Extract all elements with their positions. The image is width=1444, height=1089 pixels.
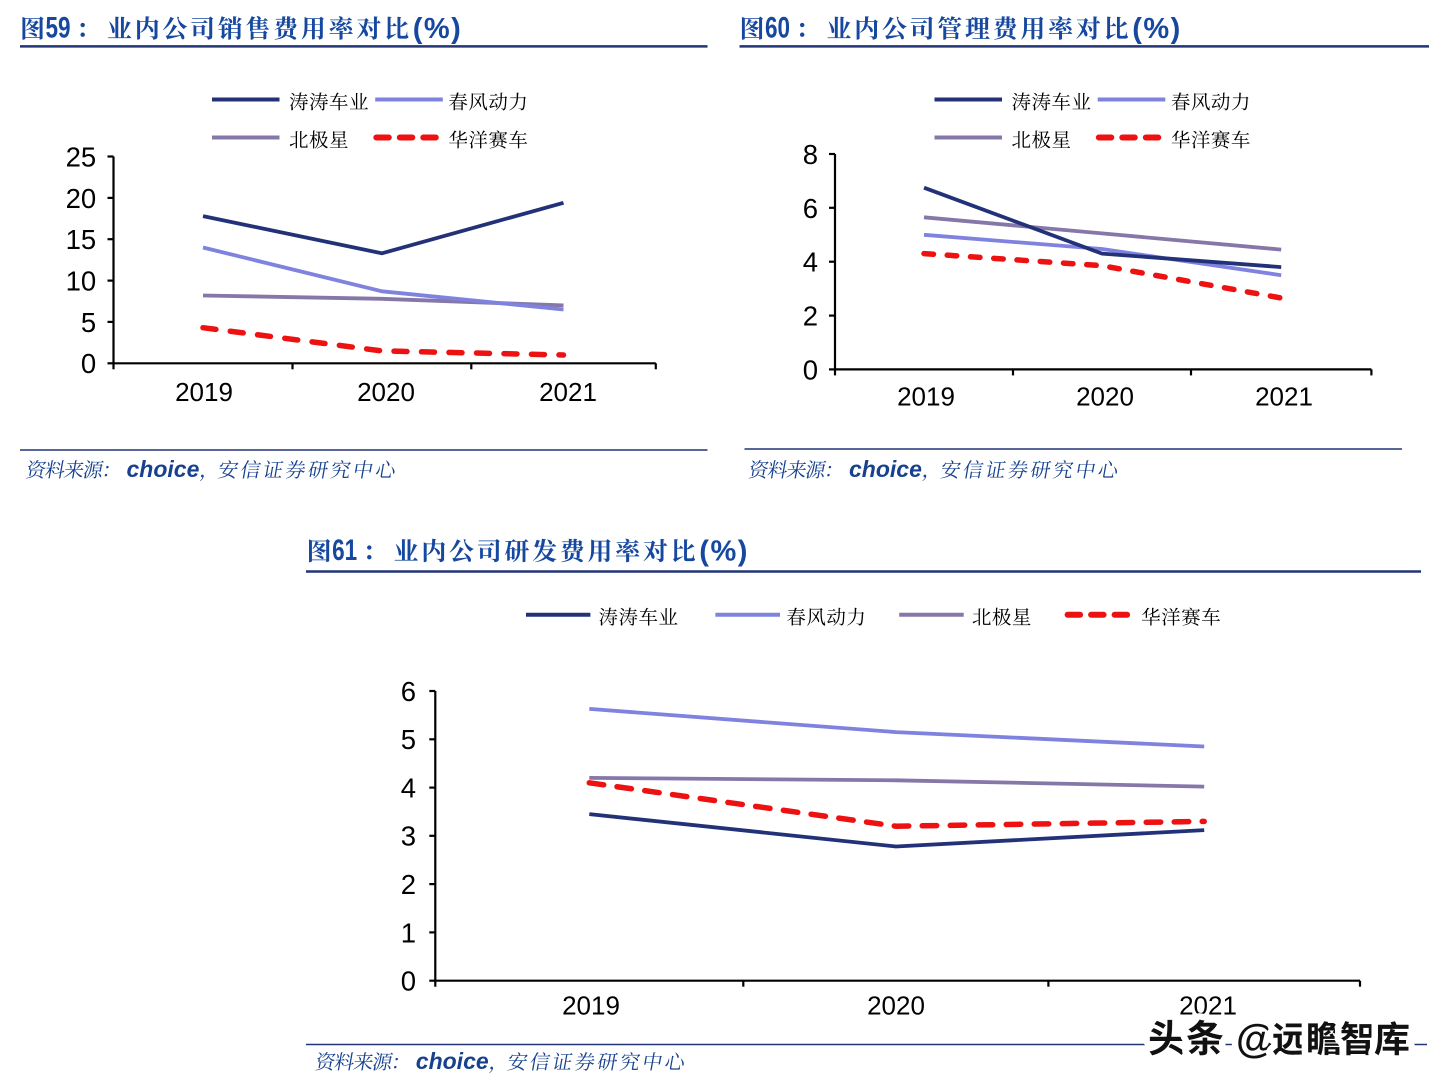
svg-text:4: 4 [803, 247, 818, 278]
svg-text:2020: 2020 [867, 991, 925, 1021]
svg-text:2: 2 [803, 300, 818, 331]
svg-text:2: 2 [401, 869, 416, 900]
svg-text:choice: choice [849, 456, 922, 482]
svg-text:6: 6 [401, 676, 416, 707]
svg-text:2019: 2019 [175, 377, 233, 407]
svg-text:59: 59 [46, 12, 71, 45]
svg-text:0: 0 [401, 966, 416, 997]
svg-text:2020: 2020 [357, 377, 415, 407]
svg-text:4: 4 [401, 773, 416, 804]
svg-text:15: 15 [66, 224, 97, 255]
svg-text:2019: 2019 [562, 991, 620, 1021]
svg-text:(%): (%) [1132, 13, 1182, 45]
svg-text:20: 20 [66, 183, 97, 214]
svg-text:2021: 2021 [539, 377, 597, 407]
svg-text:5: 5 [81, 307, 96, 338]
svg-text:60: 60 [765, 12, 790, 45]
svg-text:8: 8 [803, 139, 818, 170]
svg-text:3: 3 [401, 821, 416, 852]
svg-text:0: 0 [803, 354, 818, 385]
svg-text:choice: choice [416, 1048, 489, 1074]
svg-text:2020: 2020 [1076, 382, 1134, 412]
svg-text:61: 61 [332, 534, 357, 567]
svg-text:1: 1 [401, 917, 416, 948]
svg-text:0: 0 [81, 348, 96, 379]
svg-text:2019: 2019 [897, 382, 955, 412]
svg-text:choice: choice [127, 456, 200, 482]
svg-text:25: 25 [66, 141, 97, 172]
svg-text:2021: 2021 [1255, 382, 1313, 412]
svg-text:5: 5 [401, 724, 416, 755]
svg-text:10: 10 [66, 266, 97, 297]
svg-text:(%): (%) [413, 13, 463, 45]
svg-text:(%): (%) [699, 536, 749, 568]
svg-text:6: 6 [803, 193, 818, 224]
